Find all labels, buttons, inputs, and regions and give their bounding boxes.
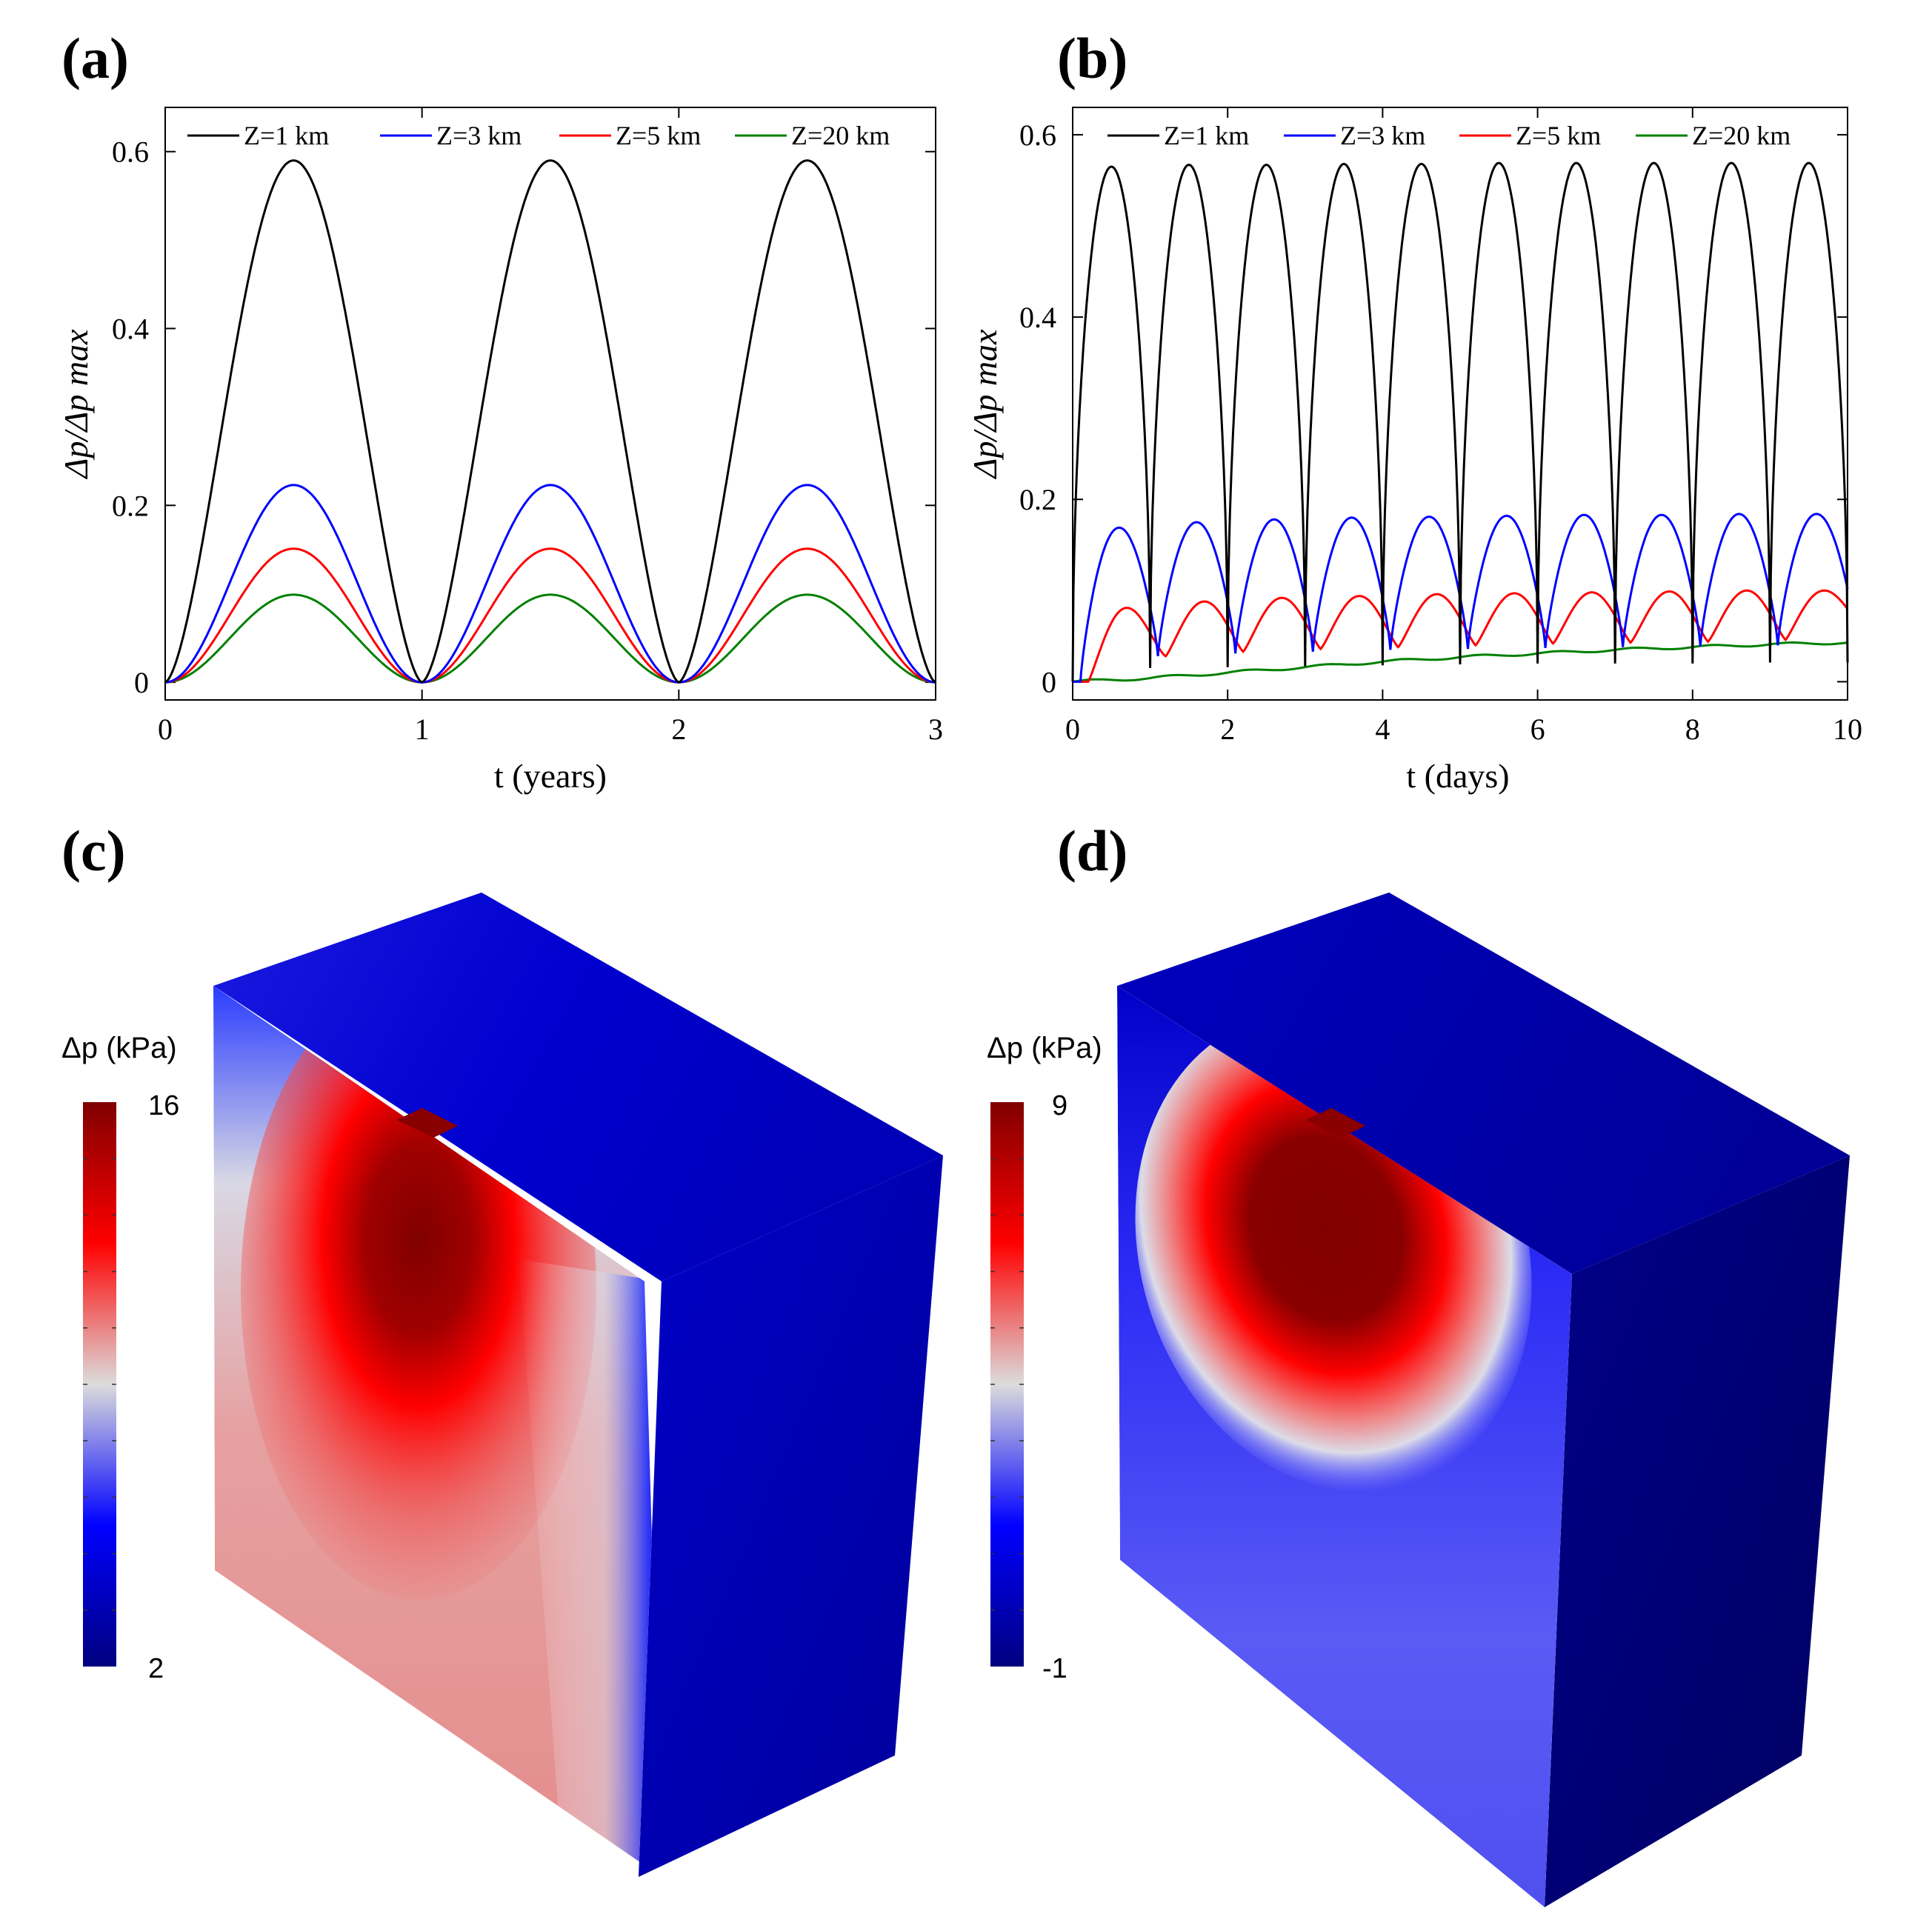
colorbar-c-title: Δp (kPa)	[61, 1032, 177, 1064]
chart-b-series	[1071, 161, 1849, 683]
chart-b-legend-label: Z=5 km	[1516, 121, 1601, 150]
chart-b-ytick-label: 0.4	[1019, 301, 1056, 334]
colorbar-d-bar	[990, 1102, 1024, 1667]
chart-a-xtick-label: 2	[671, 713, 686, 746]
chart-b-xtick-label: 4	[1375, 713, 1390, 746]
chart-a-ticks: 0 1 2 3 0 0.2 0.4 0.6	[112, 107, 943, 746]
chart-b-ytick-label: 0.2	[1019, 483, 1056, 516]
chart-a-xtick-label: 3	[928, 713, 943, 746]
chart-b-xlabel: t (days)	[1406, 757, 1509, 795]
chart-b-xtick-label: 2	[1220, 713, 1235, 746]
chart-b-xtick-label: 8	[1685, 713, 1700, 746]
chart-b-legend-label: Z=20 km	[1692, 121, 1791, 150]
colorbar-d-title: Δp (kPa)	[987, 1032, 1102, 1064]
chart-a-ytick-label: 0	[134, 666, 149, 699]
colorbar-d-ticks	[990, 1158, 1024, 1611]
chart-a: 0 1 2 3 0 0.2 0.4 0.6 Z=1 km Z=3 km Z=5 km Z=20 km…	[57, 107, 943, 795]
chart-a-series-z-3-km	[165, 484, 936, 684]
panel-label-a: (a)	[61, 26, 129, 90]
colorbar-d: Δp (kPa) 9 -1	[987, 1032, 1102, 1684]
panel-label-d: (d)	[1057, 818, 1127, 883]
chart-a-legend-label: Z=3 km	[436, 121, 522, 150]
colorbar-c-bar	[83, 1102, 116, 1667]
block-d	[1117, 893, 1850, 1907]
block-c-source-marker	[396, 1108, 458, 1138]
chart-b-ticks: 0 2 4 6 8 10 0 0.2 0.4 0.6	[1019, 107, 1862, 746]
block-c-edge-shade	[519, 1259, 662, 1877]
panel-label-c: (c)	[61, 818, 126, 883]
chart-b-legend-label: Z=3 km	[1340, 121, 1425, 150]
chart-a-legend: Z=1 km Z=3 km Z=5 km Z=20 km	[187, 121, 890, 150]
chart-a-legend-label: Z=20 km	[791, 121, 890, 150]
colorbar-c-min-label: 2	[148, 1653, 164, 1684]
block-d-top-face	[1117, 893, 1850, 1274]
block-d-side-face	[1545, 1155, 1850, 1907]
chart-a-plot-area	[164, 107, 936, 701]
block-c-side-face	[639, 1155, 943, 1877]
chart-b-xtick-label: 0	[1065, 713, 1080, 746]
block-d-source-marker	[1305, 1108, 1365, 1138]
chart-b-xtick-label: 6	[1530, 713, 1545, 746]
chart-a-xtick-label: 1	[415, 713, 430, 746]
chart-a-ylabel: Δp/Δp max	[57, 329, 95, 479]
chart-b-ytick-label: 0	[1042, 665, 1056, 698]
colorbar-d-max-label: 9	[1052, 1090, 1067, 1121]
chart-b-ylabel: Δp/Δp max	[966, 329, 1004, 479]
chart-a-ytick-label: 0.4	[112, 313, 149, 346]
chart-b-legend: Z=1 km Z=3 km Z=5 km Z=20 km	[1107, 121, 1791, 150]
chart-b-legend-label: Z=1 km	[1164, 121, 1249, 150]
chart-a-xtick-label: 0	[158, 713, 173, 746]
chart-a-series-z-5-km	[165, 547, 936, 684]
chart-a-legend-label: Z=5 km	[616, 121, 701, 150]
chart-a-xlabel: t (years)	[494, 757, 607, 795]
chart-a-series-z-20-km	[165, 593, 936, 684]
chart-a-series	[164, 159, 936, 684]
colorbar-c: Δp (kPa) 16 2	[61, 1032, 179, 1684]
chart-b-series-z-1-km	[1071, 161, 1849, 682]
chart-b-ytick-label: 0.6	[1019, 119, 1056, 152]
panel-label-b: (b)	[1057, 26, 1127, 90]
chart-a-ytick-label: 0.6	[112, 136, 149, 169]
block-c	[213, 893, 943, 1877]
chart-a-ytick-label: 0.2	[112, 489, 149, 522]
chart-a-legend-label: Z=1 km	[244, 121, 329, 150]
chart-a-series-z-1-km	[164, 159, 936, 684]
chart-b: 0 2 4 6 8 10 0 0.2 0.4 0.6 Z=1 km Z=3 km Z=5 km Z=20…	[966, 107, 1862, 795]
colorbar-d-min-label: -1	[1042, 1653, 1067, 1684]
block-c-top-face	[213, 893, 943, 1281]
colorbar-c-ticks	[83, 1158, 116, 1611]
chart-b-xtick-label: 10	[1833, 713, 1862, 746]
colorbar-c-max-label: 16	[148, 1090, 179, 1121]
chart-b-plot-area	[1072, 107, 1848, 701]
